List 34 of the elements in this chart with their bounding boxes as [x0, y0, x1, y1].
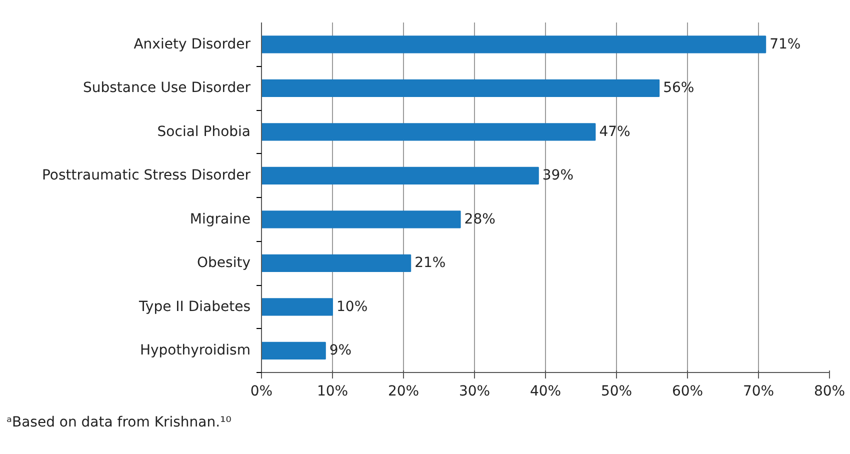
data-label: 56% [663, 80, 694, 96]
y-tick-label: Social Phobia [157, 124, 251, 140]
y-tick-label: Substance Use Disorder [82, 80, 251, 96]
x-tick-label: 70% [742, 384, 774, 400]
data-label: 21% [414, 255, 446, 272]
bar [262, 79, 660, 97]
data-label: 47% [599, 124, 630, 140]
x-tick-label: 40% [530, 384, 562, 400]
x-tick-label: 10% [316, 384, 348, 400]
text: ᵃBased on data from Krishnan.¹⁰ [6, 414, 232, 430]
bar [262, 298, 333, 316]
y-tick-label: Hypothyroidism [140, 342, 251, 359]
bar [262, 166, 539, 184]
data-label: 28% [464, 211, 496, 228]
y-tick-label: Posttraumatic Stress Disorder [42, 168, 251, 184]
y-tick-label: Obesity [197, 255, 251, 272]
bar [262, 123, 596, 141]
x-tick-label: 50% [600, 384, 632, 400]
data-label: 10% [336, 298, 368, 315]
y-tick-label: Migraine [190, 211, 251, 228]
bar [262, 342, 326, 360]
bar [262, 254, 412, 272]
y-tick-label: Type II Diabetes [138, 298, 251, 315]
bar [262, 36, 766, 54]
x-tick-label: 30% [458, 384, 490, 400]
data-label: 9% [329, 342, 352, 359]
x-tick-label: 20% [388, 384, 420, 400]
x-tick-label: 0% [250, 384, 273, 400]
x-tick-label: 60% [672, 384, 704, 400]
bar [262, 210, 461, 228]
y-tick-label: Anxiety Disorder [134, 36, 251, 52]
data-label: 39% [542, 168, 574, 184]
x-tick-label: 80% [814, 384, 846, 400]
data-label: 71% [770, 36, 801, 52]
